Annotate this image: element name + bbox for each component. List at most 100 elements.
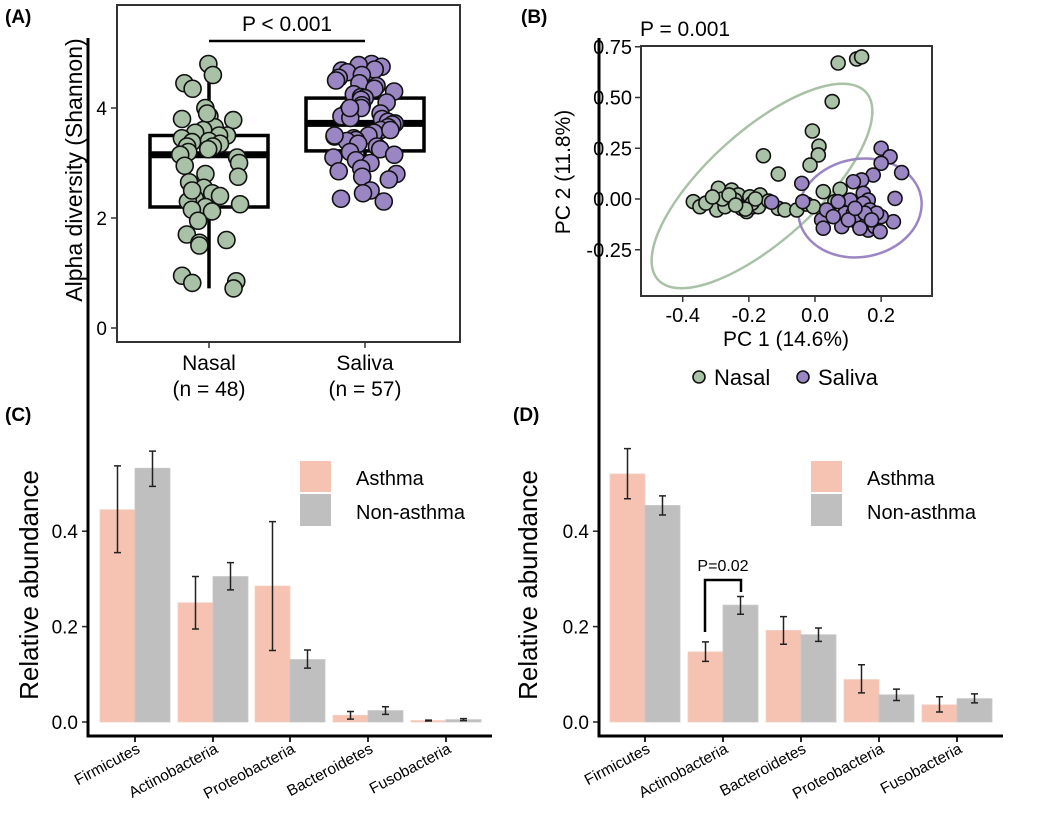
data-point-saliva xyxy=(845,173,862,190)
error-bar xyxy=(304,649,311,669)
x-category-label: Fusobacteria xyxy=(367,740,454,797)
significance-bracket xyxy=(703,578,743,632)
x-category-saliva: Saliva xyxy=(336,352,394,375)
data-point-saliva xyxy=(794,193,811,210)
data-point-saliva xyxy=(325,126,344,145)
data-point-nasal xyxy=(197,104,217,123)
data-point-saliva xyxy=(825,208,841,225)
data-point-nasal xyxy=(182,181,202,200)
data-point-saliva xyxy=(384,145,404,165)
y-tick-label-a: 4 xyxy=(96,99,107,120)
bar-asthma xyxy=(609,473,646,723)
data-point-nasal xyxy=(830,55,846,71)
y-tick-label-b: 0.50 xyxy=(593,88,632,110)
data-point-saliva xyxy=(863,212,880,228)
plot-frame-b xyxy=(640,45,933,297)
y-tick-label-a: 0 xyxy=(96,319,107,340)
data-point-saliva xyxy=(872,223,888,240)
error-bar xyxy=(425,719,432,722)
error-bar xyxy=(737,595,744,615)
p-value-b: P = 0.001 xyxy=(640,18,730,41)
x-category-saliva-n: (n = 57) xyxy=(329,378,402,401)
data-point-saliva xyxy=(379,170,399,189)
error-bar xyxy=(192,575,199,630)
data-point-nasal xyxy=(804,123,821,139)
data-point-nasal xyxy=(188,211,208,231)
panel-label-d: (D) xyxy=(513,405,539,426)
y-tick-label: 0.2 xyxy=(52,618,78,639)
legend-swatch-non-asthma xyxy=(300,494,331,526)
x-category-label: Firmicutes xyxy=(72,740,143,789)
bar-non-asthma xyxy=(134,467,171,723)
data-point-saliva xyxy=(840,212,857,228)
error-bar xyxy=(659,495,666,516)
data-point-nasal xyxy=(210,186,230,206)
data-point-nasal xyxy=(230,194,250,214)
plot-frame-a xyxy=(116,4,461,343)
x-tick-label-b: 0.0 xyxy=(801,305,829,327)
data-point-saliva xyxy=(381,120,400,140)
error-bar xyxy=(347,710,354,720)
error-bar xyxy=(114,465,121,554)
data-point-nasal xyxy=(182,273,202,293)
x-category-label: Bacteroidetes xyxy=(284,740,376,800)
data-point-nasal xyxy=(704,189,721,205)
y-axis-title-b: PC 2 (11.8%) xyxy=(552,110,575,235)
error-bar xyxy=(971,693,978,704)
bar-non-asthma xyxy=(644,505,681,723)
data-point-nasal xyxy=(810,147,827,163)
data-point-nasal xyxy=(815,183,832,200)
data-point-saliva xyxy=(847,200,863,217)
data-point-nasal xyxy=(202,202,222,221)
x-category-label: Firmicutes xyxy=(582,740,653,789)
y-tick-label: 0.4 xyxy=(52,522,79,543)
data-point-nasal xyxy=(770,166,787,182)
legend-label-asthma: Asthma xyxy=(867,468,936,490)
data-point-saliva xyxy=(326,71,346,90)
panel-b: (B) P = 0.001 -0.4 -0.2 0.0 0.2 0.75 0.50 0.25… xyxy=(521,7,933,390)
boxplot-area: 0 2 4 xyxy=(96,54,426,348)
y-axis-title-a: Alpha diversity (Shannon) xyxy=(61,38,87,301)
legend-label-non-asthma: Non-asthma xyxy=(867,502,977,524)
legend-swatch-non-asthma xyxy=(811,494,842,526)
data-point-saliva xyxy=(873,155,889,172)
data-point-nasal xyxy=(228,167,248,187)
confidence-ellipse-nasal xyxy=(650,82,874,290)
legend-label-asthma: Asthma xyxy=(356,468,425,490)
legend-swatch-saliva xyxy=(796,370,810,384)
error-bar xyxy=(227,561,234,591)
y-tick-label: 0.0 xyxy=(52,713,78,734)
data-point-nasal xyxy=(223,110,243,130)
legend-label-saliva: Saliva xyxy=(818,365,879,390)
data-point-saliva xyxy=(793,175,810,192)
error-bar xyxy=(780,615,787,645)
error-bar xyxy=(460,717,467,722)
y-tick-label: 0.0 xyxy=(563,713,589,734)
panel-label-b: (B) xyxy=(521,7,547,28)
legend-swatch-asthma xyxy=(811,461,842,492)
data-point-nasal xyxy=(198,139,218,159)
data-point-nasal xyxy=(217,230,236,250)
y-axis-title-c: Relative abundance xyxy=(14,470,44,700)
error-bar xyxy=(815,627,822,643)
data-point-nasal xyxy=(747,191,764,207)
data-point-nasal xyxy=(824,93,840,110)
legend-label-nasal: Nasal xyxy=(714,365,770,390)
bar-non-asthma xyxy=(800,634,837,723)
x-category-nasal: Nasal xyxy=(182,352,236,375)
panel-label-a: (A) xyxy=(5,7,31,28)
y-tick-label: 0.2 xyxy=(563,618,589,639)
data-point-nasal xyxy=(755,147,772,164)
y-tick-label-b: 0.25 xyxy=(593,138,632,160)
y-tick-label: 0.4 xyxy=(563,522,590,543)
x-category-nasal-n: (n = 48) xyxy=(173,378,246,401)
data-point-saliva xyxy=(353,183,373,203)
p-value-a: P < 0.001 xyxy=(242,13,332,36)
error-bar xyxy=(382,705,389,716)
pca-scatter-area: -0.4 -0.2 0.0 0.2 0.75 0.50 0.25 0.00 -0.25 xyxy=(586,37,923,327)
data-point-nasal xyxy=(172,109,192,129)
p-value-d: P=0.02 xyxy=(697,558,748,575)
y-tick-label-a: 2 xyxy=(96,209,107,230)
panel-a: (A) 0 2 4 P < 0.001 Alpha diversity (Shann… xyxy=(5,4,461,401)
